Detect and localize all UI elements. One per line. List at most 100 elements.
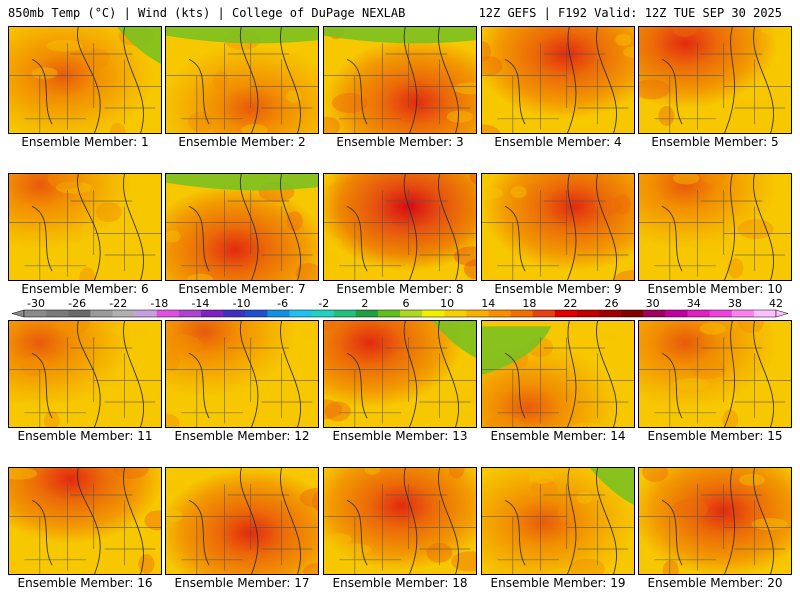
isotherm-contours	[504, 27, 618, 133]
colorbar-segment	[156, 310, 180, 317]
colorbar-segment	[532, 310, 556, 317]
temperature-blotch	[82, 221, 109, 234]
colorbar-segment	[731, 310, 755, 317]
colorbar-segment	[422, 310, 445, 317]
model-run-info: 12Z GEFS | F192 Valid: 12Z TUE SEP 30 20…	[478, 6, 782, 20]
ensemble-member-map	[638, 173, 792, 281]
ensemble-member-label: Ensemble Member: 14	[490, 429, 626, 443]
ensemble-member-map	[8, 173, 162, 281]
colorbar-tick-label: -6	[277, 297, 288, 310]
temperature-blotch	[700, 174, 727, 185]
temperature-field	[482, 174, 634, 280]
temperature-blotch	[95, 202, 122, 223]
colorbar-segment	[90, 310, 113, 317]
temperature-blotch	[335, 543, 372, 556]
state-boundaries	[482, 337, 634, 427]
temperature-blotch	[642, 468, 669, 483]
temperature-blotch	[166, 351, 180, 372]
ensemble-member-map	[481, 320, 635, 428]
temperature-blotch	[485, 275, 520, 280]
state-boundaries	[166, 337, 318, 427]
temperature-blotch	[639, 79, 670, 100]
ensemble-member-map	[165, 26, 319, 134]
ensemble-member-label: Ensemble Member: 11	[17, 429, 153, 443]
colorbar-tick-label: 6	[403, 297, 410, 310]
colorbar-segment	[267, 310, 290, 317]
temperature-blotch	[166, 479, 186, 492]
cold-region	[166, 174, 318, 191]
colorbar-segment	[687, 310, 710, 317]
colorbar-segment	[621, 310, 644, 317]
isotherm-contours	[504, 468, 618, 574]
temperature-blotch	[531, 478, 558, 499]
isotherm-contours	[661, 174, 775, 280]
colorbar-segment	[709, 310, 733, 317]
colorbar-tick-label: 42	[769, 297, 783, 310]
state-boundaries	[324, 484, 476, 574]
ensemble-member-map	[165, 467, 319, 575]
colorbar-segment	[400, 310, 423, 317]
isotherm-contours	[188, 174, 302, 280]
colorbar-tick-label: 38	[728, 297, 742, 310]
temperature-blotch	[325, 533, 352, 546]
temperature-blotch	[482, 187, 503, 200]
temperature-blotch	[689, 238, 726, 251]
isotherm-contours	[31, 27, 145, 133]
temperature-blotch	[109, 122, 126, 133]
temperature-blotch	[83, 48, 110, 69]
ensemble-member-map	[8, 320, 162, 428]
colorbar-segment	[333, 310, 357, 317]
ensemble-member-label: Ensemble Member: 6	[21, 282, 149, 296]
isotherm-contours	[188, 468, 302, 574]
ensemble-member-label: Ensemble Member: 10	[647, 282, 783, 296]
state-boundaries	[482, 484, 634, 574]
temperature-blotch	[737, 321, 764, 333]
ensemble-member-map	[481, 173, 635, 281]
ensemble-member-label: Ensemble Member: 7	[178, 282, 306, 296]
state-boundaries	[639, 337, 791, 427]
temperature-blotch	[727, 258, 744, 279]
colorbar-segment	[134, 310, 158, 317]
temperature-field	[166, 468, 318, 574]
colorbar-segment	[510, 310, 534, 317]
temperature-colorbar: -30 -26 -22 -18 -14 -10 -6 -2 2 6 10 14 18 22 26 30 34 38…	[11, 297, 789, 318]
ensemble-member-map	[8, 467, 162, 575]
ensemble-member-map	[323, 26, 477, 134]
temperature-blotch	[324, 401, 351, 422]
ensemble-member-map	[481, 467, 635, 575]
temperature-blotch	[43, 411, 60, 427]
temperature-blotch	[760, 27, 787, 36]
temperature-blotch	[469, 174, 476, 185]
temperature-blotch	[295, 263, 318, 280]
cold-region	[166, 27, 318, 44]
temperature-blotch	[166, 569, 179, 574]
temperature-blotch	[9, 565, 20, 574]
ensemble-member-map	[638, 467, 792, 575]
temperature-blotch	[212, 71, 229, 92]
colorbar-segment	[665, 310, 688, 317]
temperature-blotch	[78, 129, 94, 133]
isotherm-contours	[188, 321, 302, 427]
ensemble-member-label: Ensemble Member: 16	[17, 576, 153, 590]
colorbar-segment	[377, 310, 401, 317]
temperature-blotch	[286, 211, 303, 232]
temperature-blotch	[241, 124, 268, 133]
temperature-blotch	[364, 468, 381, 475]
temperature-blotch	[9, 468, 38, 480]
temperature-blotch	[671, 498, 708, 519]
isotherm-contours	[188, 27, 302, 133]
temperature-blotch	[79, 267, 96, 280]
temperature-blotch	[46, 39, 83, 52]
colorbar-segment	[223, 310, 246, 317]
colorbar-segment	[178, 310, 202, 317]
colorbar-segment	[576, 310, 600, 317]
ensemble-member-label: Ensemble Member: 4	[494, 135, 622, 149]
colorbar-segment	[46, 310, 69, 317]
temperature-blotch	[595, 196, 622, 217]
temperature-blotch	[45, 275, 61, 280]
colorbar-tick-label: 34	[687, 297, 701, 310]
temperature-blotch	[622, 46, 634, 59]
ensemble-member-label: Ensemble Member: 15	[647, 429, 783, 443]
temperature-blotch	[559, 338, 576, 351]
temperature-blotch	[510, 185, 527, 198]
